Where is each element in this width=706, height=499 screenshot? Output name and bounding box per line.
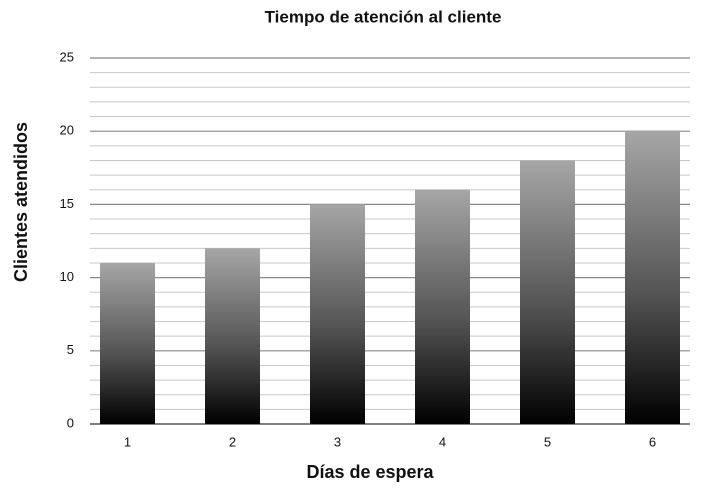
y-tick-label: 20 (60, 123, 74, 138)
y-tick-label: 25 (60, 49, 74, 64)
grid (90, 57, 690, 425)
y-tick-label: 10 (60, 269, 74, 284)
x-tick-label: 6 (649, 434, 656, 449)
bar (625, 131, 680, 424)
bar (205, 248, 260, 424)
x-tick-label: 3 (334, 434, 341, 449)
bar (100, 262, 155, 424)
x-tick-label: 1 (124, 434, 131, 449)
x-tick-label: 4 (439, 434, 446, 449)
bar (310, 204, 365, 424)
y-tick-label: 15 (60, 196, 74, 211)
bar (415, 189, 470, 424)
x-tick-label: 5 (544, 434, 551, 449)
y-tick-label: 0 (67, 415, 74, 430)
y-tick-label: 5 (67, 342, 74, 357)
x-tick-label: 2 (229, 434, 236, 449)
bar (520, 160, 575, 425)
chart-title: Tiempo de atención al cliente (265, 7, 502, 26)
x-axis-label: Días de espera (306, 462, 434, 482)
y-axis-label: Clientes atendidos (11, 122, 31, 282)
